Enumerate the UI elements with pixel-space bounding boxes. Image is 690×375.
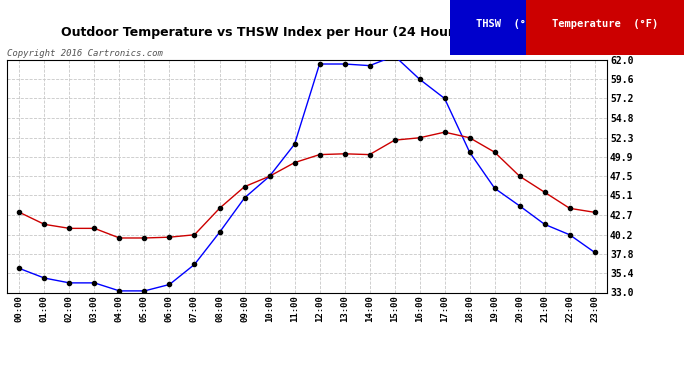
Text: Outdoor Temperature vs THSW Index per Hour (24 Hours)  20160423: Outdoor Temperature vs THSW Index per Ho… — [61, 26, 546, 39]
Text: THSW  (°F): THSW (°F) — [476, 20, 539, 29]
Text: Copyright 2016 Cartronics.com: Copyright 2016 Cartronics.com — [7, 49, 163, 58]
Text: Temperature  (°F): Temperature (°F) — [552, 20, 658, 29]
